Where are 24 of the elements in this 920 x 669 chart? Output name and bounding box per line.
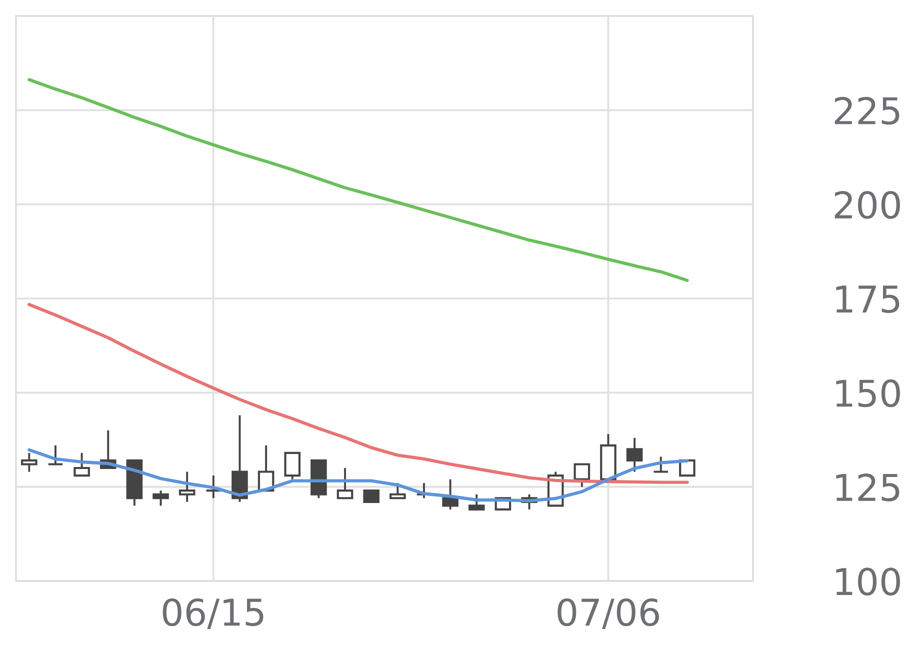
candlestick — [626, 436, 643, 473]
candlestick — [21, 452, 38, 473]
y-tick-label: 100 — [836, 568, 900, 596]
y-tick-label: 175 — [836, 286, 900, 314]
candlestick — [205, 474, 222, 500]
line-series — [28, 78, 689, 282]
candlestick — [442, 478, 458, 510]
candlestick — [47, 444, 64, 466]
candlestick — [152, 490, 169, 507]
x-tick-label: 06/15 — [162, 598, 264, 630]
line-series — [28, 302, 689, 484]
candlestick — [468, 493, 485, 510]
candlestick — [390, 482, 406, 500]
candlestick — [336, 467, 354, 500]
y-tick-label: 150 — [836, 379, 900, 408]
candlestick — [652, 456, 670, 473]
candlestick — [363, 490, 380, 503]
y-tick-label: 125 — [836, 474, 900, 502]
y-tick-label: 200 — [834, 191, 900, 219]
x-tick-label: 07/06 — [558, 598, 659, 630]
candlestick — [284, 452, 301, 480]
candlestick — [74, 452, 90, 477]
y-tick-label: 225 — [834, 96, 900, 125]
candlestick — [178, 470, 196, 503]
